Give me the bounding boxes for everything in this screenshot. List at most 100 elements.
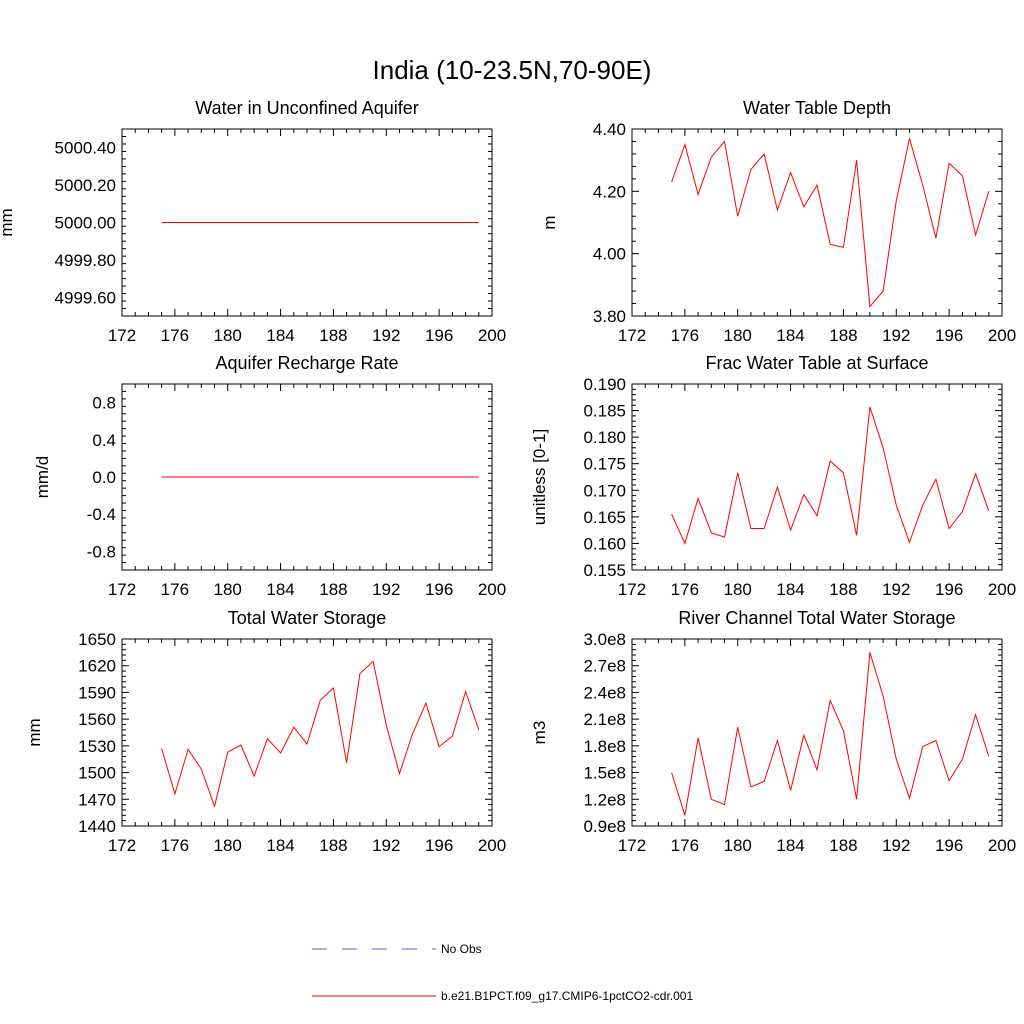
y-tick-label: 1560: [78, 710, 116, 729]
plot-frame: [631, 128, 1003, 317]
y-axis-label: mm: [0, 208, 16, 236]
y-tick-label: -0.8: [87, 542, 116, 561]
y-tick-label: 3.80: [593, 307, 626, 326]
y-tick-label: 2.4e8: [583, 683, 626, 702]
x-tick-label: 172: [108, 580, 136, 599]
y-axis-label: m3: [530, 721, 549, 745]
x-tick-label: 188: [319, 836, 347, 855]
series-line-1: [671, 652, 990, 816]
panel-title: Water in Unconfined Aquifer: [195, 98, 418, 118]
plot-frame: [121, 638, 493, 827]
y-tick-label: 0.155: [583, 561, 626, 580]
x-tick-label: 192: [882, 580, 910, 599]
x-tick-label: 196: [425, 326, 453, 345]
x-tick-label: 176: [161, 836, 189, 855]
x-tick-label: 196: [935, 580, 963, 599]
y-tick-label: 1470: [78, 790, 116, 809]
y-axis-label: mm/d: [33, 456, 52, 499]
figure-title: India (10-23.5N,70-90E): [373, 55, 652, 85]
x-tick-label: 192: [372, 326, 400, 345]
x-tick-label: 188: [319, 326, 347, 345]
x-tick-label: 200: [478, 836, 506, 855]
x-tick-label: 180: [724, 326, 752, 345]
x-tick-label: 176: [671, 836, 699, 855]
x-tick-label: 196: [935, 836, 963, 855]
y-tick-label: 5000.20: [55, 176, 116, 195]
x-tick-label: 172: [618, 580, 646, 599]
x-tick-label: 188: [829, 836, 857, 855]
chart-panel-6: River Channel Total Water Storage m3 172 17…: [530, 608, 1016, 855]
y-tick-label: 0.175: [583, 455, 626, 474]
y-tick-label: 5000.40: [55, 139, 116, 158]
x-tick-label: 180: [214, 836, 242, 855]
y-tick-label: 4999.80: [55, 251, 116, 270]
x-tick-label: 196: [425, 580, 453, 599]
x-tick-label: 172: [108, 326, 136, 345]
x-tick-label: 176: [161, 580, 189, 599]
y-tick-label: 0.165: [583, 508, 626, 527]
y-tick-label: 0.4: [92, 431, 116, 450]
y-tick-label: 0.0: [92, 468, 116, 487]
y-tick-label: 4.00: [593, 245, 626, 264]
y-axis-label: unitless [0-1]: [530, 429, 549, 525]
x-tick-label: 176: [161, 326, 189, 345]
y-tick-label: -0.4: [87, 505, 116, 524]
y-tick-label: 0.185: [583, 402, 626, 421]
y-tick-label: 1.8e8: [583, 737, 626, 756]
legend-obs-label: No Obs: [441, 942, 482, 956]
x-tick-label: 176: [671, 326, 699, 345]
series-line-1: [671, 406, 990, 545]
y-tick-label: 1500: [78, 764, 116, 783]
chart-panel-1: Water in Unconfined Aquifer mm 172 176 180 18…: [0, 98, 506, 345]
x-tick-label: 192: [372, 836, 400, 855]
x-tick-label: 200: [478, 326, 506, 345]
x-tick-label: 192: [882, 326, 910, 345]
chart-panel-5: Total Water Storage mm 172 176 180 184 188 192 1…: [25, 608, 506, 855]
y-tick-label: 0.8: [92, 394, 116, 413]
y-tick-label: 4999.60: [55, 288, 116, 307]
y-tick-label: 2.1e8: [583, 710, 626, 729]
chart-panels: Water in Unconfined Aquifer mm 172 176 180 18…: [0, 98, 1016, 855]
y-tick-label: 0.190: [583, 375, 626, 394]
x-tick-label: 184: [776, 580, 804, 599]
panel-title: Aquifer Recharge Rate: [215, 353, 398, 373]
panel-title: River Channel Total Water Storage: [678, 608, 955, 628]
x-tick-label: 172: [108, 836, 136, 855]
series-line-1: [671, 138, 990, 308]
y-tick-label: 0.9e8: [583, 817, 626, 836]
x-tick-label: 196: [425, 836, 453, 855]
y-tick-label: 2.7e8: [583, 657, 626, 676]
y-tick-label: 1620: [78, 657, 116, 676]
x-tick-label: 184: [776, 836, 804, 855]
x-tick-label: 200: [478, 580, 506, 599]
y-tick-label: 0.160: [583, 534, 626, 553]
x-tick-label: 196: [935, 326, 963, 345]
y-tick-label: 1650: [78, 630, 116, 649]
chart-panel-2: Water Table Depth m 172 176 180 184 188 192 196 2…: [540, 98, 1016, 345]
x-tick-label: 184: [266, 326, 294, 345]
x-tick-label: 192: [372, 580, 400, 599]
panel-title: Water Table Depth: [743, 98, 891, 118]
legend-model-label: b.e21.B1PCT.f09_g17.CMIP6-1pctCO2-cdr.00…: [441, 989, 693, 1003]
y-tick-label: 1.2e8: [583, 790, 626, 809]
x-tick-label: 180: [724, 836, 752, 855]
chart-panel-3: Aquifer Recharge Rate mm/d 172 176 180 184 188…: [33, 353, 506, 599]
y-tick-label: 0.170: [583, 481, 626, 500]
y-tick-label: 5000.00: [55, 214, 116, 233]
x-tick-label: 188: [829, 580, 857, 599]
x-tick-label: 192: [882, 836, 910, 855]
y-tick-label: 3.0e8: [583, 630, 626, 649]
x-tick-label: 184: [266, 580, 294, 599]
x-tick-label: 188: [829, 326, 857, 345]
plot-frame: [631, 383, 1003, 571]
x-tick-label: 172: [618, 326, 646, 345]
x-tick-label: 180: [724, 580, 752, 599]
x-tick-label: 172: [618, 836, 646, 855]
x-tick-label: 200: [988, 836, 1016, 855]
y-tick-label: 1530: [78, 737, 116, 756]
x-tick-label: 188: [319, 580, 347, 599]
x-tick-label: 184: [776, 326, 804, 345]
y-axis-label: mm: [25, 718, 44, 746]
x-tick-label: 180: [214, 326, 242, 345]
legend: No Obs b.e21.B1PCT.f09_g17.CMIP6-1pctCO2…: [312, 942, 693, 1003]
